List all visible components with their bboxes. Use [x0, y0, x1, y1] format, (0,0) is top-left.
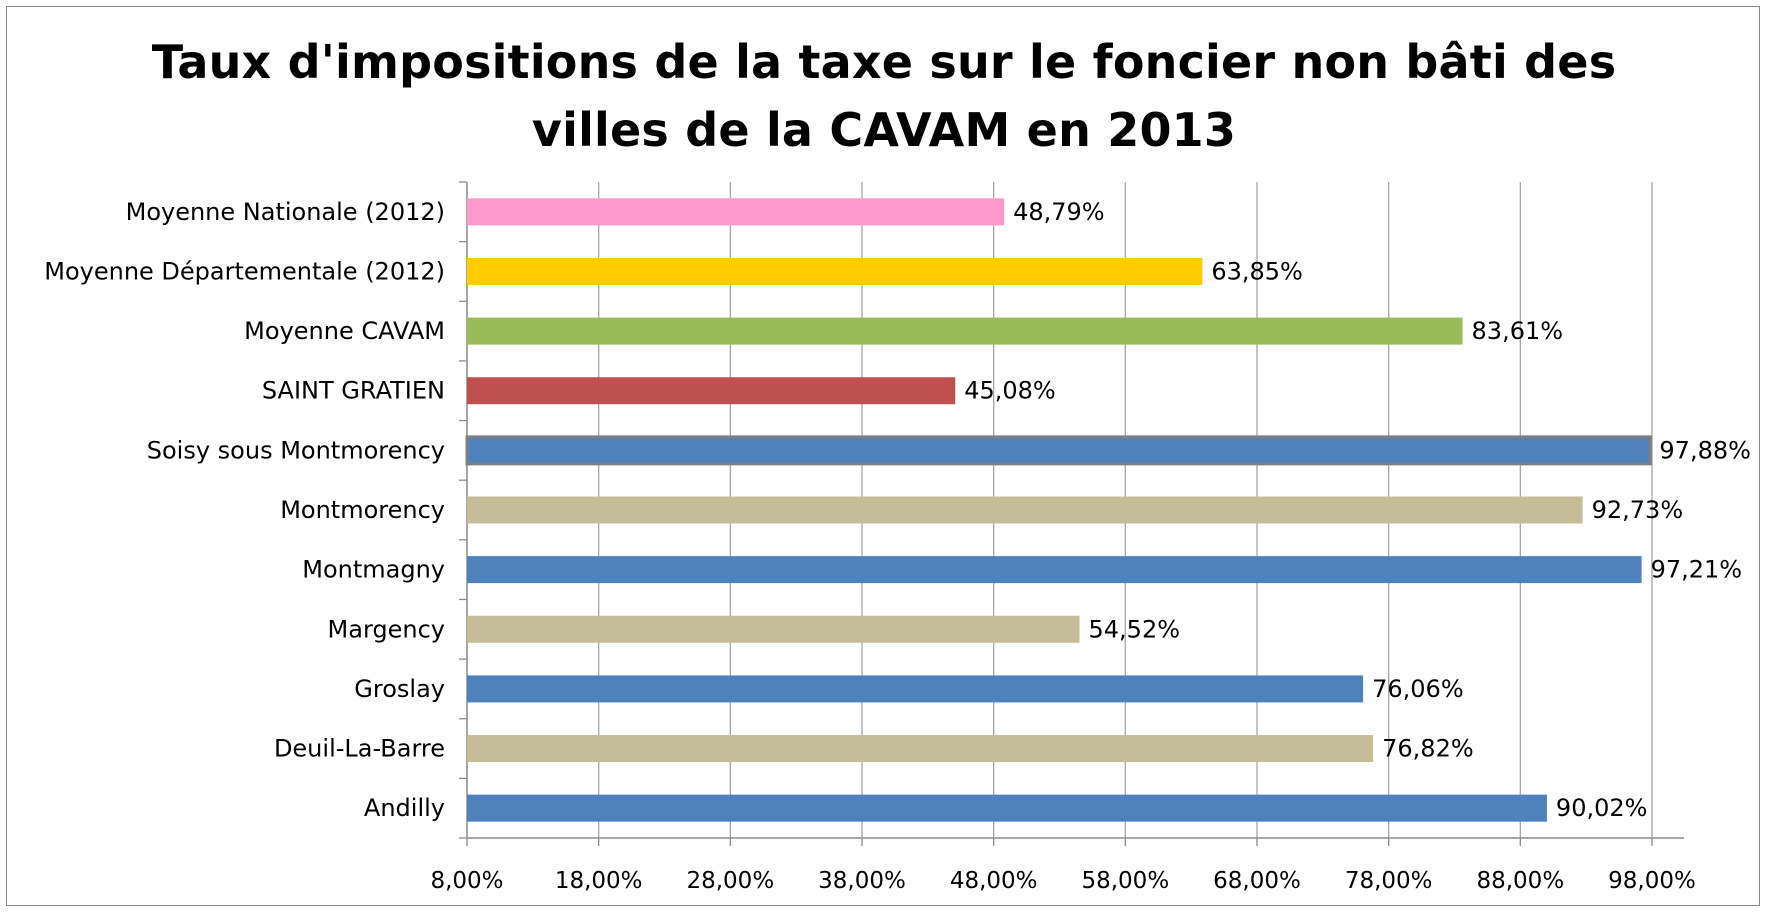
bar	[467, 377, 956, 405]
bar	[467, 615, 1080, 643]
data-label: 90,02%	[1556, 794, 1648, 822]
chart-title-line-2: villes de la CAVAM en 2013	[531, 103, 1237, 157]
category-label: Soisy sous Montmorency	[147, 436, 445, 464]
data-label: 83,61%	[1472, 317, 1564, 345]
category-label: Moyenne Départementale (2012)	[44, 257, 445, 285]
data-label: 97,88%	[1659, 436, 1751, 464]
bar	[467, 257, 1203, 285]
bar	[467, 496, 1583, 524]
category-label: Andilly	[364, 794, 445, 822]
category-label: SAINT GRATIEN	[262, 377, 445, 405]
x-tick-label: 8,00%	[430, 868, 503, 894]
category-label: Groslay	[354, 675, 445, 703]
chart-title: Taux d'impositions de la taxe sur le fon…	[0, 28, 1768, 164]
bar	[467, 556, 1642, 584]
data-label: 54,52%	[1089, 615, 1181, 643]
bar	[465, 435, 1652, 466]
chart-title-line-1: Taux d'impositions de la taxe sur le fon…	[151, 35, 1617, 89]
x-tick-label: 68,00%	[1213, 868, 1301, 894]
category-label: Montmagny	[302, 556, 445, 584]
category-label: Moyenne Nationale (2012)	[126, 198, 445, 226]
bar	[467, 317, 1463, 345]
category-label: Moyenne CAVAM	[244, 317, 445, 345]
data-label: 76,82%	[1382, 735, 1474, 763]
x-tick-label: 88,00%	[1476, 868, 1564, 894]
data-label: 45,08%	[964, 377, 1056, 405]
bar	[467, 675, 1364, 703]
x-tick-label: 28,00%	[686, 868, 774, 894]
x-tick-label: 58,00%	[1081, 868, 1169, 894]
data-label: 76,06%	[1372, 675, 1464, 703]
category-label: Montmorency	[280, 496, 445, 524]
category-label: Margency	[328, 615, 445, 643]
x-tick-label: 18,00%	[555, 868, 643, 894]
data-label: 48,79%	[1013, 198, 1105, 226]
x-tick-label: 98,00%	[1608, 868, 1696, 894]
category-label: Deuil-La-Barre	[274, 735, 445, 763]
data-label: 97,21%	[1651, 556, 1743, 584]
data-label: 92,73%	[1592, 496, 1684, 524]
x-tick-label: 38,00%	[818, 868, 906, 894]
bar	[467, 735, 1374, 763]
x-tick-label: 48,00%	[950, 868, 1038, 894]
bar	[467, 794, 1547, 822]
bar	[467, 198, 1005, 226]
x-tick-label: 78,00%	[1345, 868, 1433, 894]
data-label: 63,85%	[1211, 257, 1303, 285]
